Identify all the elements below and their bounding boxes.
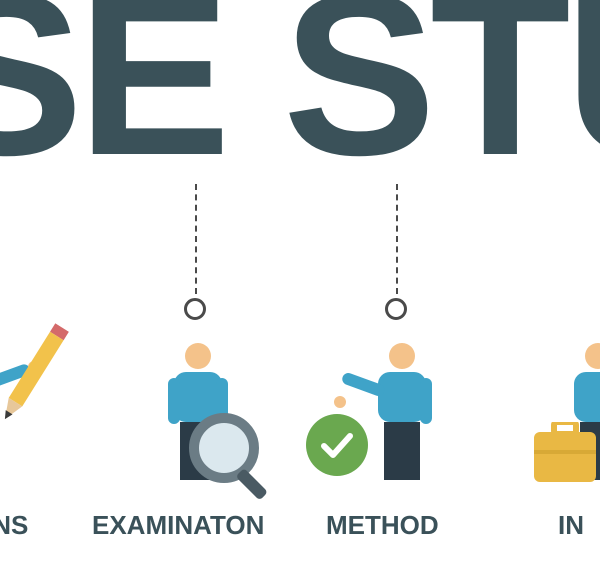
connector-line-examination <box>195 184 197 294</box>
page-title: SE STU <box>0 0 600 190</box>
label-method: METHOD <box>326 510 439 541</box>
checkmark-icon <box>306 414 368 476</box>
magnifier-icon <box>186 410 286 510</box>
connector-ring-examination <box>184 298 206 320</box>
infographic-stage: { "type": "infographic", "background_col… <box>0 0 600 587</box>
item-ons <box>0 336 66 506</box>
label-ons: ONS <box>0 510 28 541</box>
item-method <box>326 336 486 506</box>
label-examination: EXAMINATON <box>92 510 264 541</box>
item-examination <box>140 336 290 506</box>
label-in: IN <box>558 510 584 541</box>
connector-line-method <box>396 184 398 294</box>
connector-ring-method <box>385 298 407 320</box>
briefcase-icon <box>532 422 600 497</box>
item-in <box>536 336 600 506</box>
